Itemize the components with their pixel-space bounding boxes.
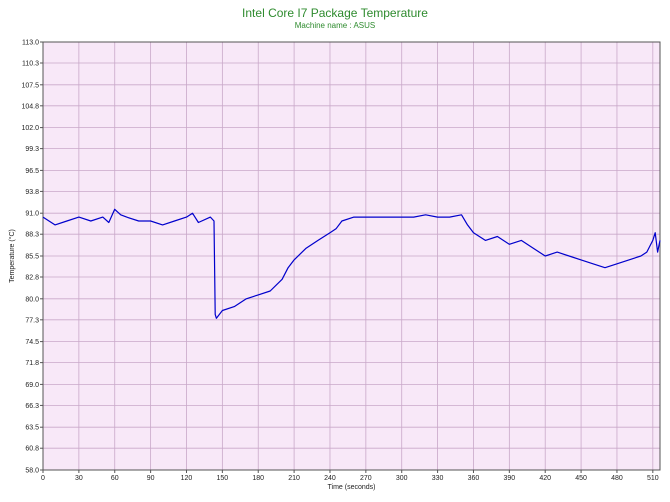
y-tick-label: 91.0 <box>25 211 39 218</box>
y-tick-label: 96.5 <box>25 168 39 175</box>
x-tick-label: 420 <box>539 475 551 482</box>
y-tick-label: 107.5 <box>21 82 39 89</box>
y-tick-label: 66.3 <box>25 403 39 410</box>
y-tick-label: 63.5 <box>25 425 39 432</box>
y-tick-label: 77.3 <box>25 317 39 324</box>
x-tick-label: 180 <box>252 475 264 482</box>
y-tick-label: 113.0 <box>22 40 39 47</box>
y-tick-label: 60.8 <box>25 446 39 453</box>
y-axis-label: Temperature (°C) <box>8 229 16 283</box>
x-tick-label: 330 <box>432 475 444 482</box>
x-tick-label: 240 <box>324 475 336 482</box>
y-tick-label: 104.8 <box>21 103 39 110</box>
y-tick-label: 102.0 <box>21 125 39 132</box>
x-axis-label: Time (seconds) <box>328 484 376 491</box>
x-tick-label: 90 <box>147 475 155 482</box>
x-axis-ticks: 0 30 60 90 120 150 180 210 240 270 300 330 360 390 420… <box>41 470 659 482</box>
y-axis-ticks: 113.0 110.3 107.5 104.8 102.0 99.3 96.5 93.8 91.… <box>21 40 43 475</box>
series-group <box>42 208 661 319</box>
y-tick-label: 71.8 <box>25 360 39 367</box>
chart-subtitle: Machine name : ASUS <box>294 21 376 30</box>
y-tick-label: 80.0 <box>25 296 39 303</box>
x-tick-label: 210 <box>288 475 300 482</box>
y-tick-label: 69.0 <box>25 382 39 389</box>
x-tick-label: 390 <box>503 475 515 482</box>
y-tick-label: 85.5 <box>25 254 39 261</box>
x-tick-label: 270 <box>360 475 372 482</box>
x-tick-label: 510 <box>647 475 659 482</box>
y-tick-label: 93.8 <box>25 189 39 196</box>
x-tick-label: 360 <box>468 475 480 482</box>
y-tick-label: 58.0 <box>25 468 39 475</box>
x-tick-label: 450 <box>575 475 587 482</box>
x-tick-label: 300 <box>396 475 408 482</box>
x-tick-label: 30 <box>75 475 83 482</box>
x-tick-label: 150 <box>217 475 229 482</box>
chart-title: Intel Core I7 Package Temperature <box>242 6 428 20</box>
x-tick-label: 120 <box>181 475 193 482</box>
series-line-0 <box>42 208 661 319</box>
x-tick-label: 0 <box>41 475 45 482</box>
y-tick-label: 88.3 <box>25 232 39 239</box>
x-tick-label: 480 <box>611 475 623 482</box>
y-tick-label: 74.5 <box>25 339 39 346</box>
x-tick-label: 60 <box>111 475 119 482</box>
y-tick-label: 82.8 <box>25 275 39 282</box>
y-tick-label: 110.3 <box>22 61 39 68</box>
y-tick-label: 99.3 <box>25 146 39 153</box>
